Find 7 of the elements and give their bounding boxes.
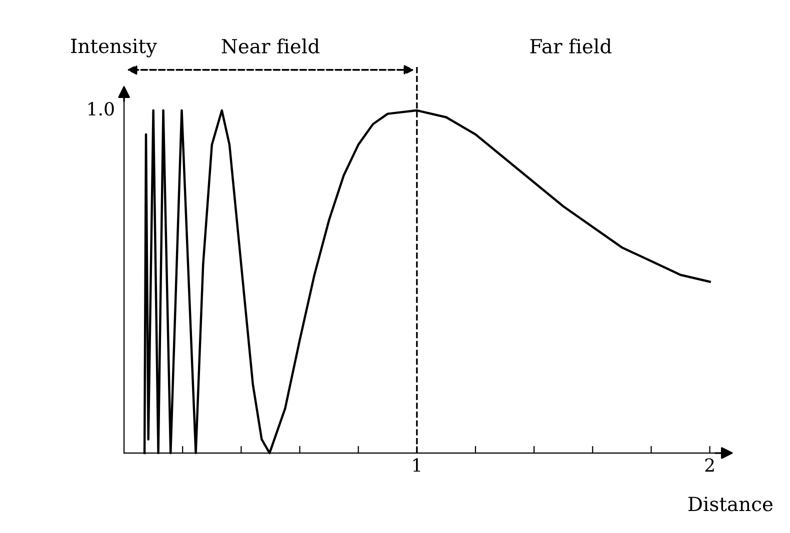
- text: Near field: [222, 38, 320, 54]
- x-tick-label: 2: [705, 458, 714, 472]
- text: Far field: [530, 38, 612, 54]
- text: 1.0: [88, 102, 114, 116]
- x-tick-label: 1: [413, 458, 420, 472]
- y-axis-title: Intensity: [71, 38, 157, 58]
- x-axis-title: Distance: [688, 496, 773, 512]
